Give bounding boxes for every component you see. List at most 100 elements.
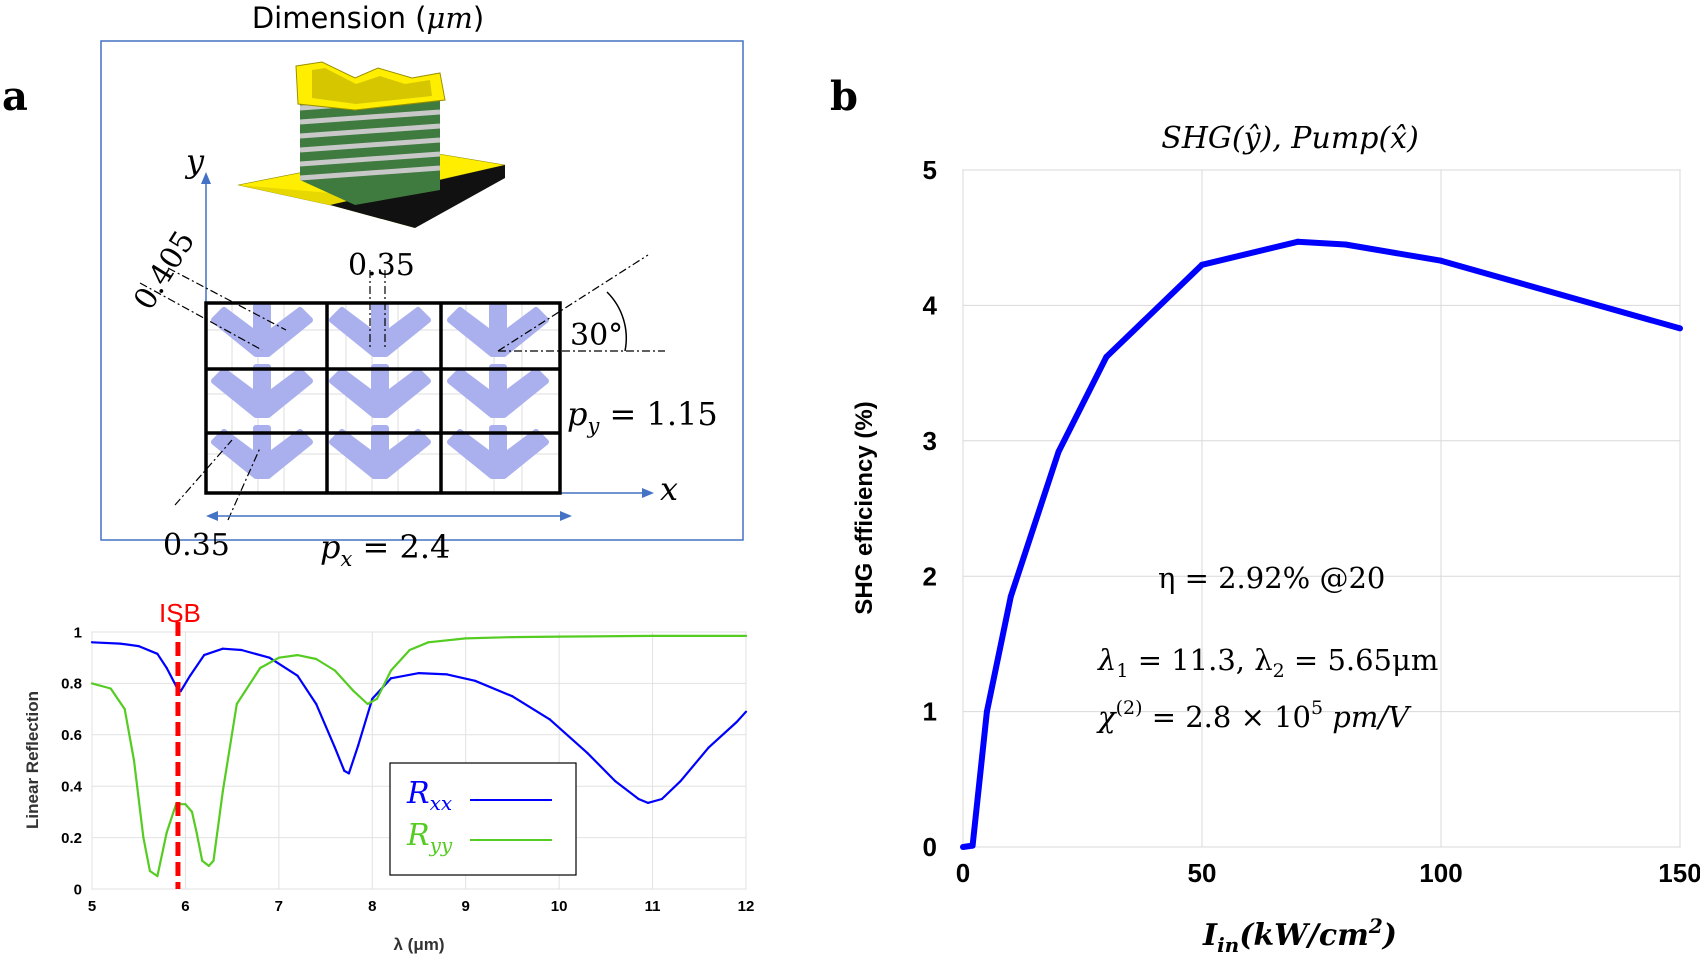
chart-a-point-0-7 [189,674,192,677]
chart-b-plot-area [962,169,1681,848]
chart-a-point-1-32 [744,634,748,637]
chart-a-point-1-1 [109,687,112,690]
isb-marker-label: ISB [159,598,201,628]
annotation-lambda-end: = 5.65μm [1285,643,1439,677]
dimension-title-unit: μm [427,1,473,35]
px-subscript: x [340,547,352,571]
chart-b-xlabel-sub: in [1217,933,1239,957]
legend-rxx-label: Rxx [406,776,452,815]
chart-a-xtick-0: 5 [88,898,96,915]
chart-a-point-0-32 [735,720,738,724]
chart-a-xlabel: λ (μm) [393,935,444,954]
chart-b-point-0-1 [969,842,976,849]
annotation-chi-sup: (2) [1116,697,1143,719]
chart-b-point-0-7 [1294,238,1301,245]
chart-a-point-1-5 [148,869,152,873]
annotation-lambda1-sub: 1 [1116,660,1128,682]
unit-cell-3d-illustration [237,61,506,228]
annotation-lambda-mid: = 11.3, λ [1128,643,1272,677]
chart-a-point-0-13 [315,702,318,706]
chart-a-xtick-5: 10 [551,898,568,915]
panel-b-label: b [830,73,858,120]
chart-a-point-1-18 [277,656,280,659]
chart-a-point-1-20 [315,657,318,661]
legend-ryy-sub: yy [429,833,453,857]
chart-a-point-0-4 [165,666,168,670]
px-value: = 2.4 [352,528,450,566]
chart-a-point-0-8 [203,654,206,657]
chart-b-xlabel-unit: (kW/cm [1239,918,1369,953]
legend-ryy-main: R [406,818,430,853]
chart-b-title: SHG(ŷ), Pump(x̂) [1161,121,1419,156]
chart-a-point-0-10 [240,648,243,652]
chart-a-point-1-3 [132,759,136,762]
chart-b-point-0-2 [983,708,990,715]
chart-a-point-0-12 [296,674,299,677]
angle-label: 30° [570,318,623,353]
chart-a-ytick-3: 0.6 [61,727,82,744]
legend-rxx-main: R [406,776,430,811]
chart-b-xlabel-main: I [1202,918,1218,953]
dim-top-label: 0.35 [348,248,415,283]
chart-a-point-0-17 [357,743,360,747]
chart-a-point-1-11 [195,831,198,834]
legend-rxx-sub: xx [430,791,453,815]
lattice-grid [204,301,562,495]
py-symbol: p [567,395,587,433]
chart-a-point-1-29 [511,636,514,639]
py-subscript: y [586,414,600,438]
chart-b-ytick-0: 0 [923,832,937,862]
annotation-lambda1: λ [1097,643,1116,677]
chart-b-title-mid: ), Pump( [1260,121,1392,156]
py-value: = 1.15 [599,395,717,433]
annotation-chi-main: χ [1096,700,1117,734]
chart-a-point-0-22 [473,679,477,682]
chart-a-point-0-20 [417,672,421,675]
chart-a-ytick-0: 0 [74,881,82,898]
chart-b-point-0-10 [1677,325,1683,332]
px-label: px = 2.4 [320,528,450,571]
chart-b-xlabel-close: ) [1381,918,1397,953]
chart-b-ylabel: SHG efficiency (%) [851,401,878,614]
chart-b-xtick-0: 0 [956,858,970,888]
chart-a-point-1-2 [123,708,126,711]
chart-a-xtick-4: 9 [462,898,470,915]
chart-a-point-0-25 [586,751,589,754]
v-shape-array [214,306,546,476]
chart-b-xlabel-sup: 2 [1368,914,1383,938]
chart-b-point-0-3 [1007,593,1014,600]
chart-a-point-1-17 [259,666,262,670]
chart-b-ytick-5: 5 [923,155,937,185]
chart-b-grid [962,169,1681,848]
chart-a-point-0-18 [371,697,374,700]
dim-diag-label: 0.405 [127,225,202,316]
chart-b-ytick-4: 4 [923,291,938,321]
chart-a-xtick-6: 11 [645,898,661,915]
dimension-title: Dimension (μm) [252,1,484,35]
annotation-chi-unit: pm/V [1323,700,1412,734]
chart-a-point-1-14 [212,859,215,862]
chart-a-point-0-29 [660,797,664,801]
chart-a-xtick-2: 7 [275,898,283,915]
reflection-chart: 5 6 7 8 9 10 11 12 0 0.2 0.4 0.6 0.8 1 ISB Linear Ref… [23,598,754,954]
chart-a-point-0-26 [614,779,617,783]
chart-a-point-1-15 [221,790,224,793]
chart-a-point-1-13 [207,864,210,867]
chart-b-xtick-2: 100 [1419,858,1462,888]
chart-b-series [960,238,1683,850]
y-axis-label: y [184,142,205,180]
chart-a-point-0-11 [268,656,271,659]
chart-a-point-0-0 [90,641,94,644]
schematic-frame [100,40,744,541]
chart-b-point-0-0 [960,844,966,850]
dimension-lines [139,254,665,521]
px-symbol: p [320,528,340,566]
chart-a-xtick-1: 6 [181,898,189,915]
chart-a-ytick-5: 1 [74,624,82,641]
chart-a-point-0-21 [445,673,449,676]
angle-arc [606,291,628,352]
chart-a-ytick-2: 0.4 [61,778,83,795]
annotation-lambda2-sub: 2 [1273,660,1285,682]
chart-a-point-1-31 [651,634,654,637]
chart-b-point-0-8 [1342,241,1349,248]
